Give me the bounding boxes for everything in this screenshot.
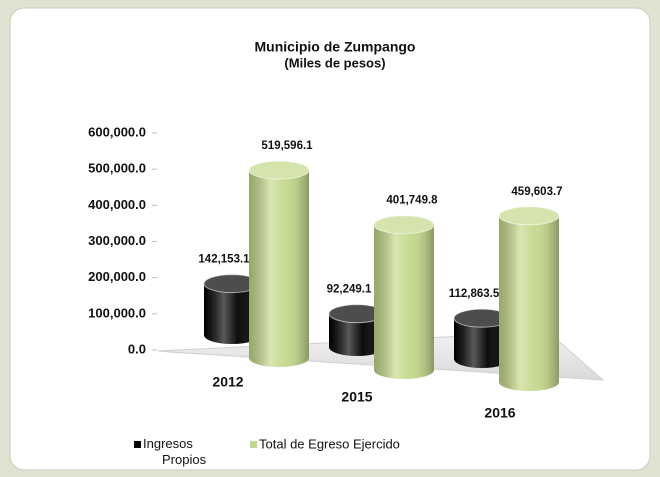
cylinder	[373, 215, 435, 379]
cylinder-top	[498, 206, 560, 226]
cylinder-shade	[249, 170, 309, 367]
value-label: 142,153.1	[198, 254, 250, 266]
cylinder-top-light	[204, 274, 260, 293]
cylinder-top-light	[454, 309, 510, 328]
y-tick-label: 100,000.0	[88, 305, 146, 320]
legend-label: Ingresos Propios	[143, 436, 207, 467]
cylinder	[203, 274, 261, 344]
value-label: 459,603.7	[511, 186, 562, 198]
cylinder-shade	[204, 283, 260, 344]
legend-swatch	[134, 441, 141, 448]
y-tick-label: 500,000.0	[88, 161, 146, 176]
value-label: 92,249.1	[327, 284, 372, 296]
legend-label: Total de Egreso Ejercido	[259, 436, 400, 451]
cylinder-shade	[374, 224, 434, 379]
cylinder	[453, 308, 511, 368]
cylinder	[248, 160, 310, 367]
x-tick-label: 2016	[484, 405, 515, 421]
cylinder-top-light	[249, 161, 309, 180]
cylinder	[328, 304, 386, 356]
cylinder-shade	[454, 318, 510, 368]
y-tick-label: 0.0	[128, 341, 146, 356]
cylinder-top	[248, 160, 310, 180]
cylinder-shade	[329, 313, 385, 356]
y-tick-label: 400,000.0	[88, 197, 146, 212]
cylinder-shade	[499, 215, 559, 391]
legend-swatch	[250, 441, 257, 448]
x-tick-label: 2015	[341, 389, 372, 405]
value-label: 112,863.5	[449, 288, 500, 300]
value-label: 519,596.1	[261, 140, 313, 152]
cylinder	[498, 206, 560, 391]
cylinder-top-light	[499, 206, 559, 225]
chart-title: Municipio de Zumpango	[255, 39, 416, 55]
y-tick-label: 300,000.0	[88, 233, 146, 248]
chart-subtitle: (Miles de pesos)	[284, 55, 385, 70]
x-tick-label: 2012	[212, 374, 243, 390]
cylinder-top-light	[374, 215, 434, 234]
y-tick-label: 600,000.0	[88, 124, 146, 139]
cylinder-top	[373, 215, 435, 235]
y-tick-label: 200,000.0	[88, 269, 146, 284]
cylinder-top-light	[329, 304, 385, 323]
value-label: 401,749.8	[386, 195, 438, 207]
